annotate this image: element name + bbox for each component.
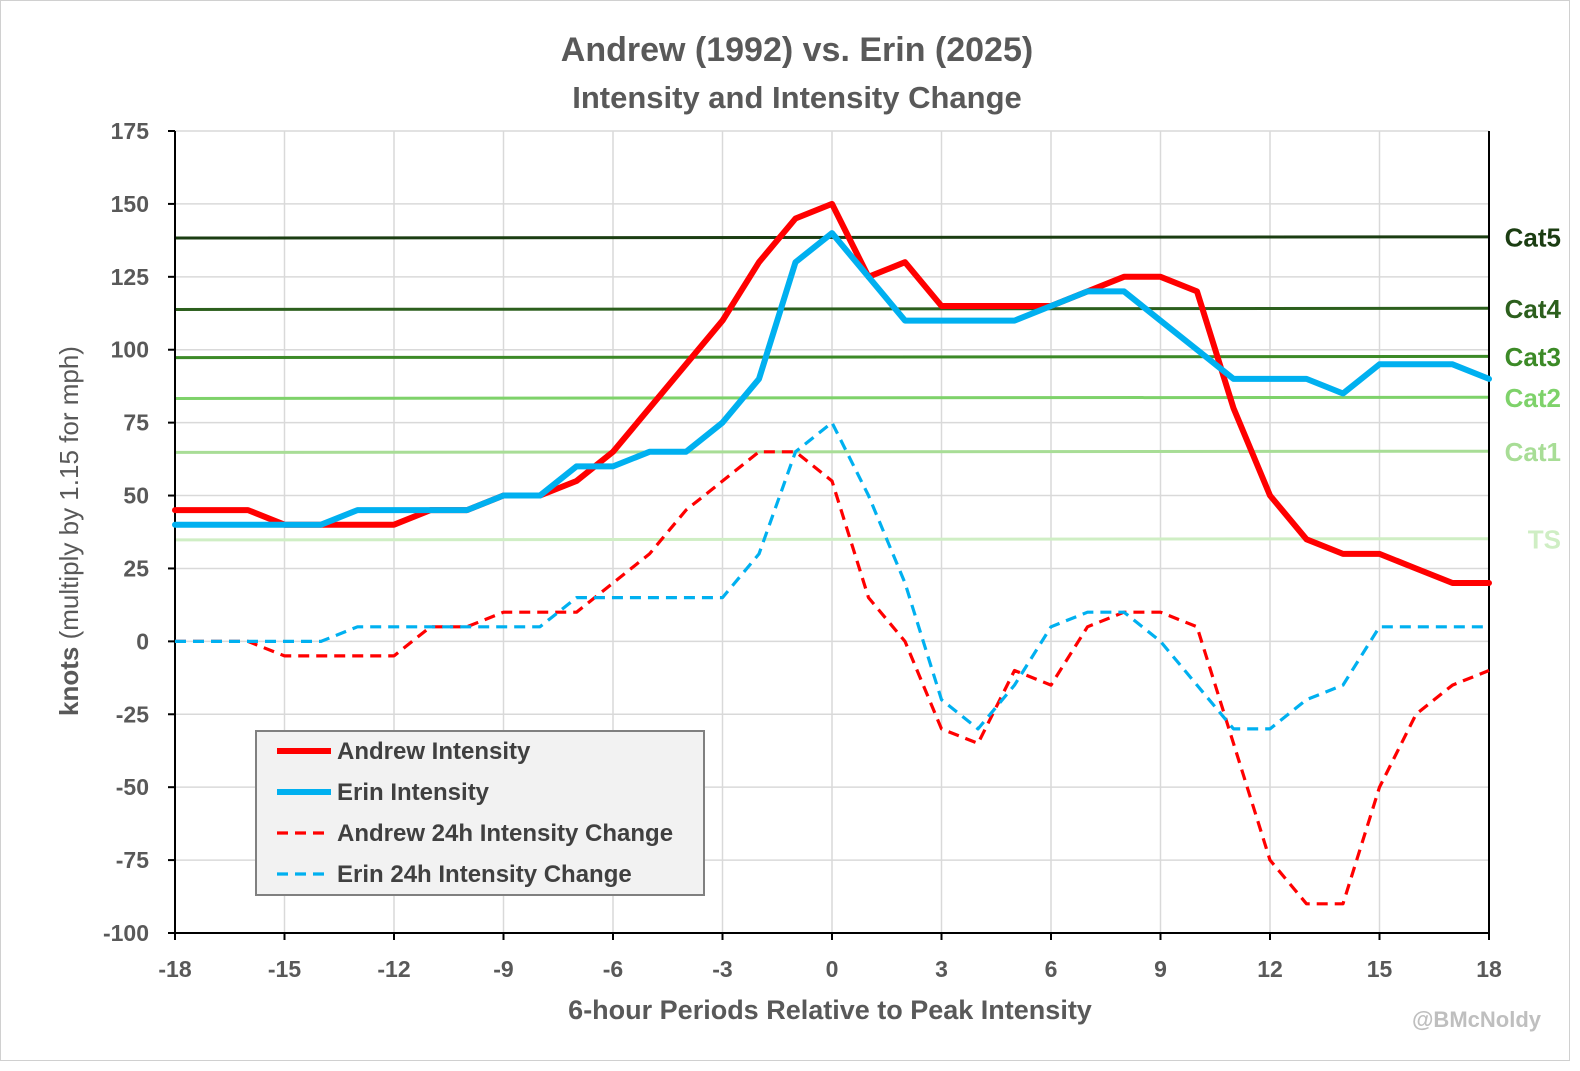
legend-label: Andrew Intensity: [337, 738, 531, 765]
y-tick-label: 75: [123, 410, 149, 436]
category-line-cat1: [174, 449, 1490, 454]
x-tick-labels: -18 -15 -12 -9 -6 -3 0 3 6 9 12 15 18: [158, 956, 1502, 982]
series-lines: [172, 200, 1492, 906]
y-axis-label: knots (multiply by 1.15 for mph): [54, 346, 84, 716]
x-tick-label: -18: [158, 956, 191, 982]
category-line-ts: [174, 537, 1490, 542]
series-andrew-intensity: [172, 200, 1492, 586]
category-label-cat5: Cat5: [1505, 222, 1561, 252]
series-andrew-24h-intensity-change: [175, 450, 1490, 906]
y-tick-label: -100: [103, 920, 149, 946]
chart-title: Andrew (1992) vs. Erin (2025): [561, 31, 1033, 69]
x-tick-label: 12: [1257, 956, 1283, 982]
y-tick-label: 125: [111, 264, 150, 290]
category-line-cat2: [174, 395, 1490, 400]
y-tick-label: 0: [136, 628, 149, 654]
series-erin-intensity: [172, 230, 1492, 528]
y-tick-label: 150: [111, 191, 149, 217]
x-tick-label: -9: [493, 956, 513, 982]
x-tick-label: -15: [268, 956, 301, 982]
category-label-cat2: Cat2: [1505, 383, 1561, 413]
chart-subtitle: Intensity and Intensity Change: [572, 80, 1022, 115]
y-tick-label: 175: [111, 118, 150, 144]
x-tick-label: 3: [935, 956, 948, 982]
legend-items: Andrew Intensity Erin Intensity Andrew 24h…: [277, 738, 673, 888]
legend: Andrew Intensity Erin Intensity Andrew 24h…: [255, 730, 705, 896]
category-label-cat4: Cat4: [1505, 294, 1562, 324]
x-tick-label: 0: [826, 956, 839, 982]
category-label-cat1: Cat1: [1505, 437, 1561, 467]
legend-label: Andrew 24h Intensity Change: [337, 820, 673, 847]
y-tick-labels: 175 150 125 100 75 50 25 0 -25 -50 -75 -100: [103, 118, 149, 946]
series-erin-24h-intensity-change: [175, 421, 1489, 731]
y-tick-label: -50: [116, 774, 149, 800]
category-label-ts: TS: [1528, 524, 1561, 554]
y-tick-label: 50: [123, 483, 149, 509]
y-tick-label: 100: [111, 337, 149, 363]
x-tick-label: 9: [1154, 956, 1167, 982]
credit-text: @BMcNoldy: [1412, 1007, 1542, 1032]
x-tick-label: 15: [1367, 956, 1393, 982]
category-label-cat3: Cat3: [1505, 342, 1561, 372]
category-line-cat4: [174, 306, 1490, 311]
x-axis-label: 6-hour Periods Relative to Peak Intensit…: [568, 995, 1092, 1025]
x-tick-label: -3: [712, 956, 732, 982]
category-labels: Cat5 Cat4 Cat3 Cat2 Cat1 TS: [1505, 222, 1562, 554]
x-tick-label: -12: [377, 956, 410, 982]
legend-label: Erin Intensity: [337, 779, 490, 806]
category-line-cat3: [174, 354, 1490, 360]
y-tick-label: 25: [123, 555, 149, 581]
x-tick-label: -6: [603, 956, 623, 982]
legend-box: [255, 730, 705, 896]
axes: [168, 130, 1490, 940]
y-axis-label-rest: (multiply by 1.15 for mph): [54, 346, 84, 647]
category-lines: [174, 235, 1490, 542]
x-tick-label: 18: [1476, 956, 1502, 982]
x-tick-label: 6: [1045, 956, 1058, 982]
y-tick-label: -75: [116, 847, 149, 873]
y-axis-label-bold: knots: [54, 647, 84, 716]
y-tick-label: -25: [116, 701, 149, 727]
legend-label: Erin 24h Intensity Change: [337, 861, 632, 888]
